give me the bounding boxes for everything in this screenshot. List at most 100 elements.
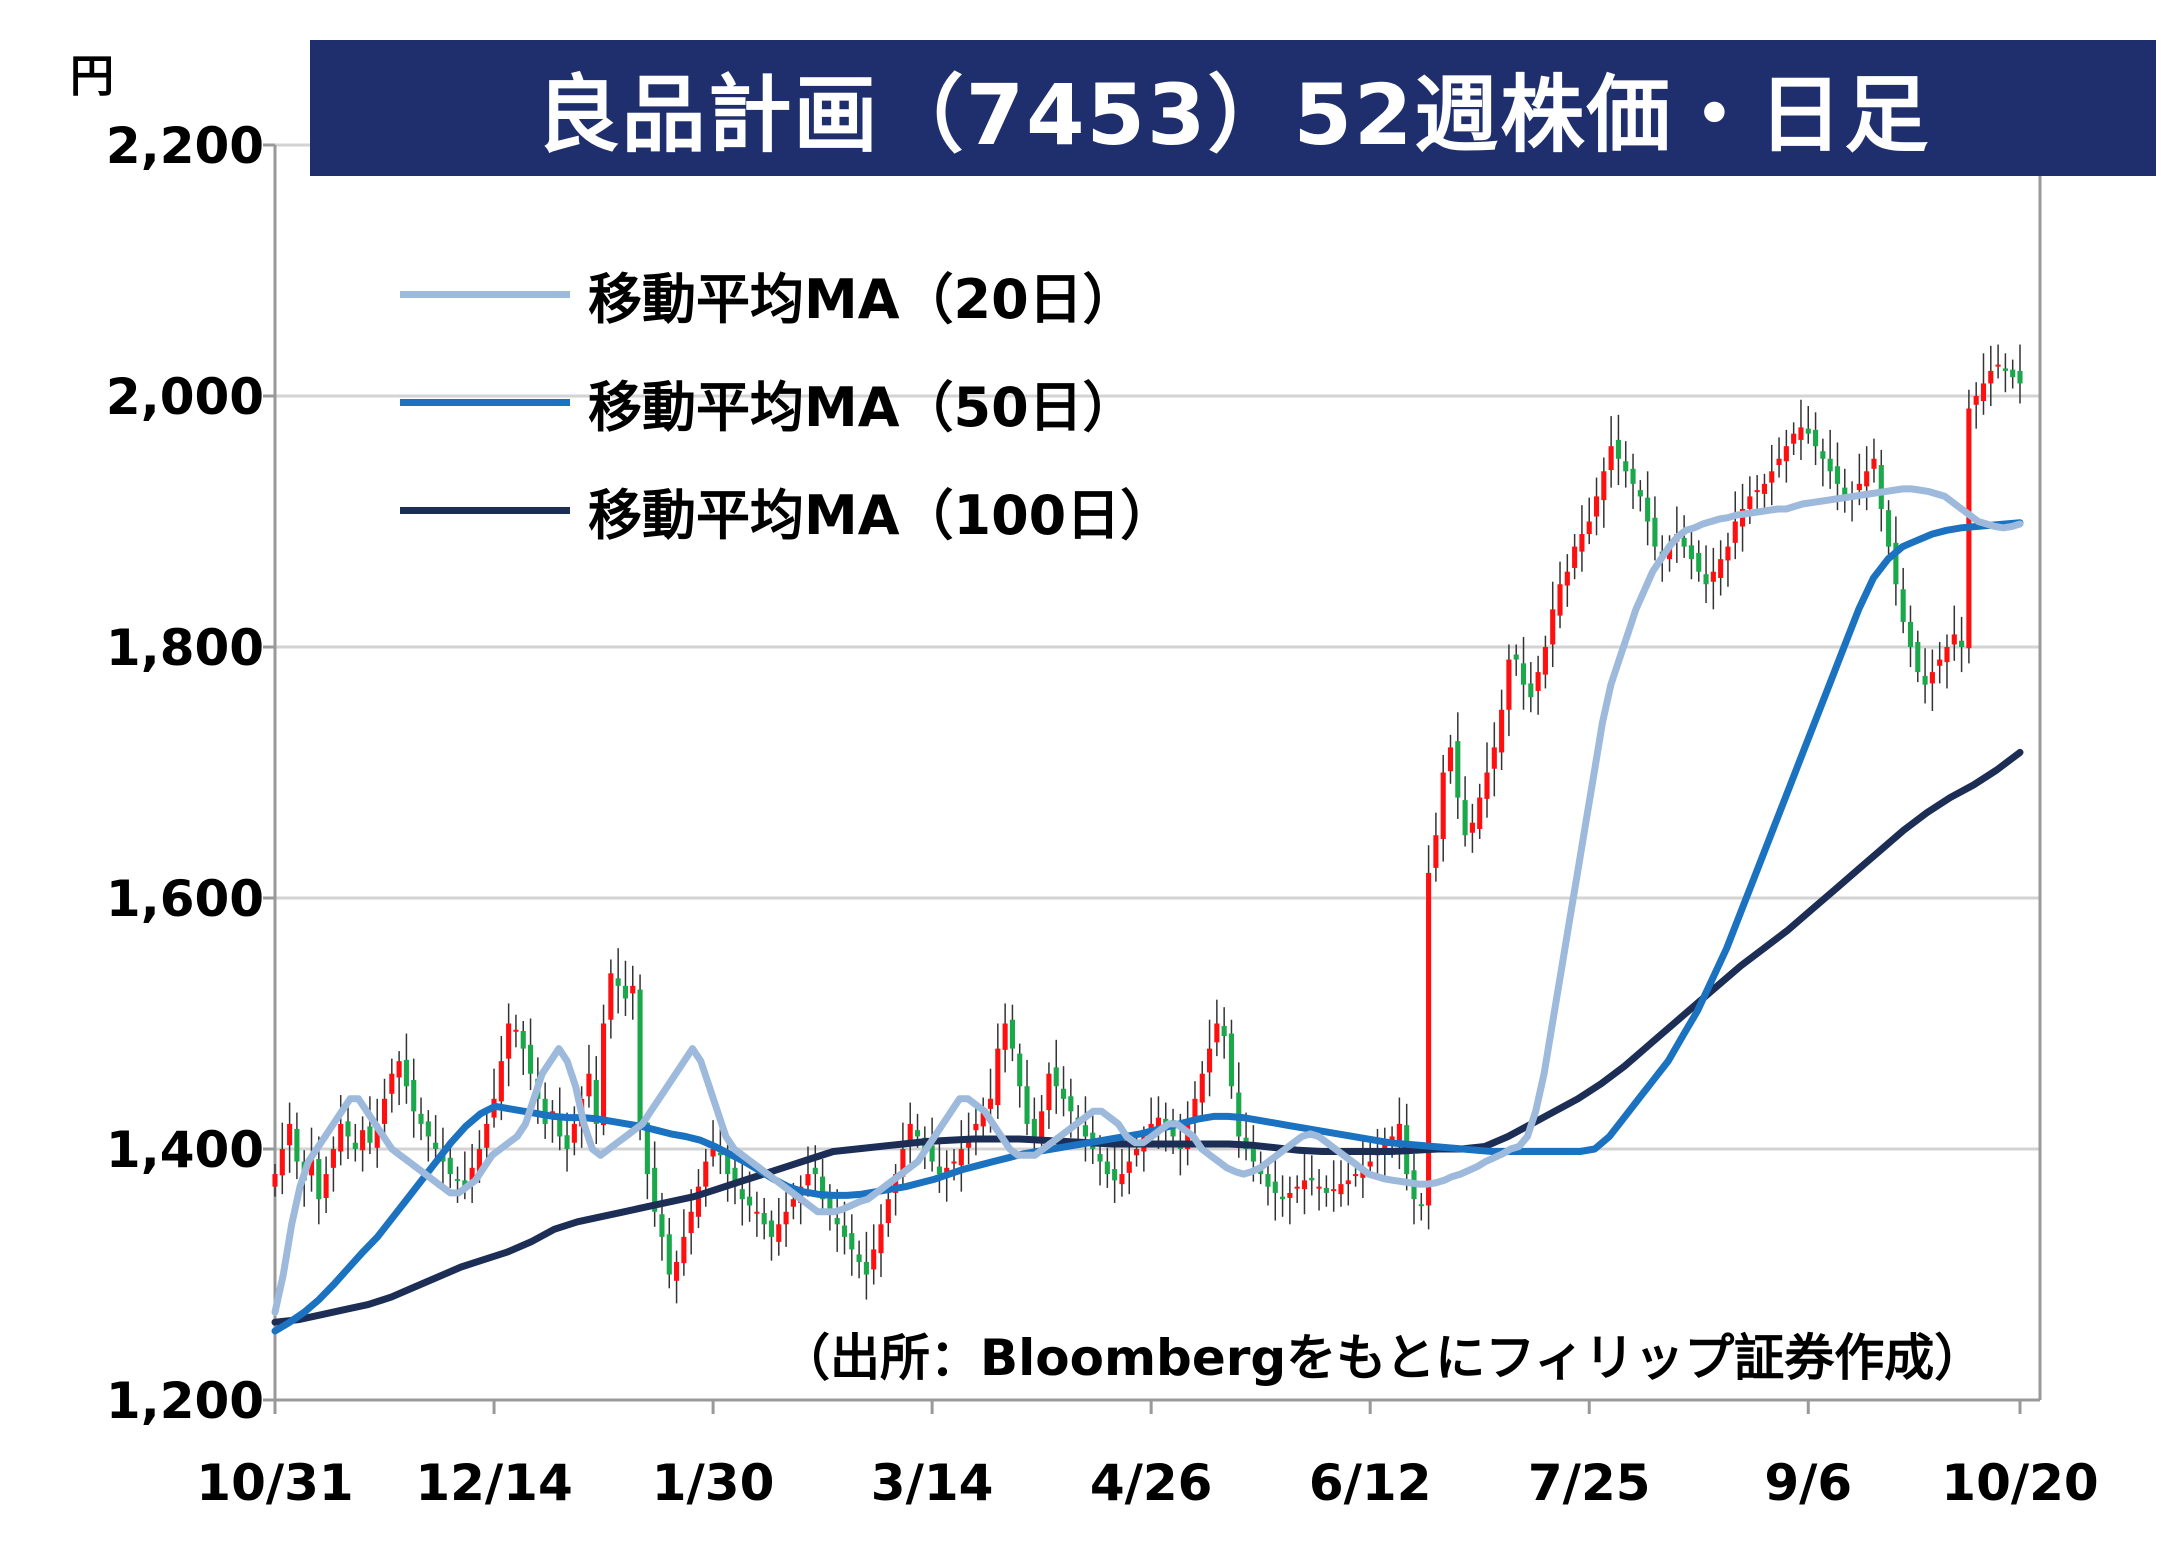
y-tick-label: 2,200 (106, 117, 264, 175)
candle-down (564, 1135, 570, 1149)
candle-up (885, 1199, 891, 1224)
candle-up (1133, 1149, 1140, 1156)
candle-down (1082, 1125, 1088, 1137)
candle-up (1666, 546, 1673, 560)
candle-down (1221, 1026, 1227, 1037)
x-tick-label: 4/26 (1090, 1454, 1213, 1512)
candle-up (1316, 1186, 1322, 1189)
candle-up (1929, 672, 1935, 684)
candle-up (1389, 1136, 1395, 1141)
candle-down (316, 1159, 322, 1200)
ma50-line (271, 519, 2024, 1335)
candle-down (936, 1166, 942, 1175)
candle-down (1878, 465, 1884, 509)
ma100-line (271, 748, 2024, 1326)
candle-down (1513, 654, 1519, 660)
candle-up (381, 1098, 388, 1124)
candle-down (1309, 1177, 1315, 1181)
x-tick-label: 3/14 (871, 1454, 994, 1512)
ma20-line (271, 485, 2024, 1316)
candle-up (1499, 709, 1505, 753)
candle-up (995, 1048, 1001, 1106)
candle-up (1535, 672, 1541, 691)
legend-swatch-ma100 (400, 506, 570, 514)
candle-down (849, 1233, 855, 1250)
candle-up (1550, 609, 1556, 645)
candle-up (1301, 1180, 1308, 1190)
candle-down (1805, 428, 1811, 434)
candle-down (2002, 368, 2008, 371)
candle-down (425, 1121, 431, 1137)
candle-up (1484, 772, 1490, 799)
candle-up (1199, 1073, 1205, 1103)
candle-down (666, 1234, 672, 1275)
candle-up (272, 1174, 278, 1187)
candle-up (1776, 458, 1782, 466)
candle-down (637, 989, 643, 1124)
candle-up (1396, 1123, 1402, 1143)
candle-down (527, 1044, 534, 1074)
candle-down (1893, 542, 1899, 585)
candle-up (1353, 1174, 1359, 1177)
candle-up (498, 1061, 504, 1102)
candle-up (871, 1249, 877, 1270)
candle-up (571, 1123, 577, 1143)
candle-down (1681, 537, 1687, 547)
candle-down (557, 1115, 563, 1137)
candle-up (958, 1149, 964, 1166)
candle-down (1886, 510, 1892, 547)
candle-down (863, 1261, 869, 1275)
candle-down (768, 1220, 775, 1237)
candle-up (907, 1123, 913, 1147)
candle-down (812, 1167, 818, 1175)
candle-down (929, 1145, 935, 1162)
candle-up (951, 1161, 957, 1164)
candle-down (294, 1128, 300, 1162)
candle-up (374, 1123, 380, 1148)
legend-label-ma50: 移動平均MA（50日） (588, 375, 1137, 439)
candle-up (1791, 433, 1797, 444)
candle-up (1440, 772, 1446, 840)
candle-down (345, 1121, 351, 1137)
candle-up (506, 1023, 512, 1059)
candle-up (469, 1167, 475, 1182)
y-axis-unit: 円 (70, 51, 114, 102)
candle-down (1959, 640, 1965, 647)
candle-up (1433, 835, 1439, 868)
candle-up (1367, 1161, 1373, 1167)
candle-down (1068, 1096, 1074, 1112)
y-tick-label: 1,800 (106, 619, 264, 677)
candle-up (1506, 659, 1512, 710)
candle-up (1937, 659, 1943, 666)
candle-up (1039, 1111, 1045, 1141)
candle-up (1338, 1184, 1344, 1195)
candle-down (1272, 1181, 1278, 1193)
candle-up (790, 1199, 796, 1207)
y-tick-label: 2,000 (106, 368, 264, 426)
candle-down (1323, 1187, 1329, 1193)
candle-up (1951, 634, 1957, 645)
candle-up (1557, 584, 1563, 616)
candle-up (1447, 747, 1454, 772)
candle-down (447, 1157, 453, 1175)
candle-down (914, 1130, 921, 1137)
candle-up (513, 1029, 519, 1032)
candle-down (1031, 1118, 1037, 1137)
candle-down (418, 1113, 424, 1124)
candle-up (1002, 1023, 1008, 1050)
candle-down (1250, 1145, 1256, 1162)
x-tick-label: 7/25 (1528, 1454, 1651, 1512)
candle-down (1097, 1154, 1103, 1162)
candle-up (980, 1111, 986, 1127)
legend-label-ma100: 移動平均MA（100日） (588, 483, 1175, 547)
candle-up (1542, 647, 1548, 675)
candle-down (1900, 589, 1906, 622)
candle-down (1104, 1161, 1110, 1175)
candle-down (542, 1098, 548, 1124)
candle-down (403, 1059, 409, 1087)
candle-down (717, 1152, 723, 1156)
source-note: （出所：Bloombergをもとにフィリップ証券作成） (780, 1329, 1985, 1387)
candle-up (1294, 1186, 1300, 1189)
candle-down (2017, 370, 2023, 384)
